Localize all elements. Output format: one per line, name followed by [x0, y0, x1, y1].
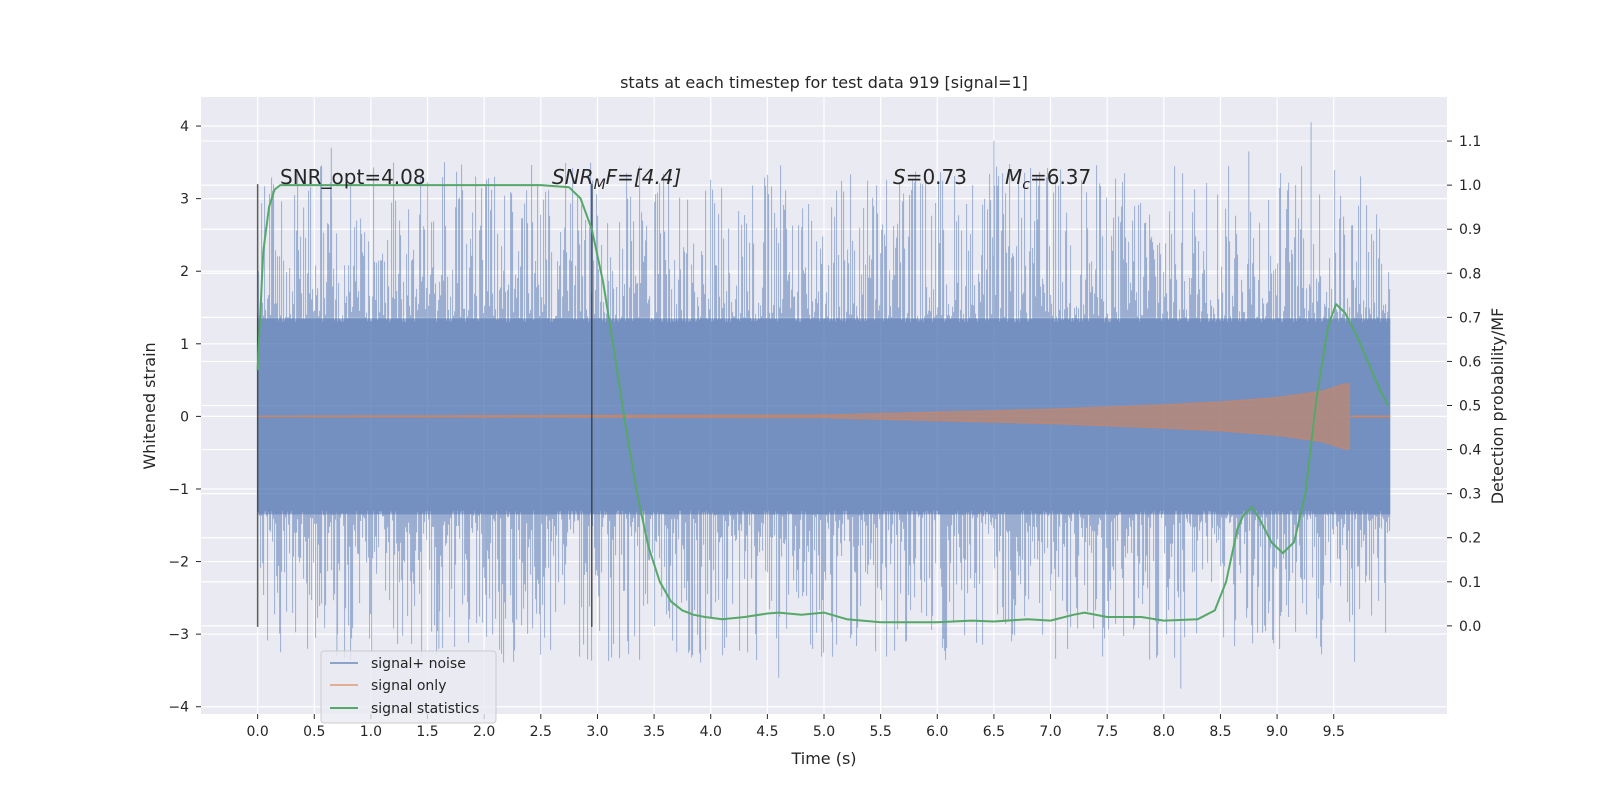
annotation-mc-sub: c — [1022, 177, 1030, 193]
x-tick-label: 3.5 — [643, 724, 665, 740]
annotation-mc-base: M — [1005, 165, 1022, 189]
legend-box — [320, 650, 497, 724]
x-tick-label: 8.0 — [1153, 724, 1175, 740]
y2-tick-label: 0.7 — [1459, 310, 1481, 326]
y-tick-label: −3 — [168, 627, 189, 643]
annotation-snr-mf: SNRMF=[4.4] — [552, 165, 681, 193]
x-tick-label: 9.0 — [1266, 724, 1288, 740]
legend-label-signal-statistics: signal statistics — [371, 701, 479, 717]
y2-tick-label: 0.3 — [1459, 487, 1481, 503]
y2-tick-label: 0.9 — [1459, 222, 1481, 238]
y2-tick-label: 0.6 — [1459, 354, 1481, 370]
x-tick-label: 6.0 — [926, 724, 948, 740]
x-tick-label: 3.0 — [586, 724, 608, 740]
x-tick-label: 1.5 — [416, 724, 438, 740]
annotation-s: S=0.73 — [893, 165, 967, 189]
x-tick-label: 5.0 — [813, 724, 835, 740]
annotation-mc-value: =6.37 — [1030, 165, 1091, 189]
y2-tick-label: 0.1 — [1459, 575, 1481, 591]
annotation-snr-mf-base: SNR — [552, 165, 594, 189]
x-tick-label: 6.5 — [983, 724, 1005, 740]
x-tick-label: 9.5 — [1323, 724, 1345, 740]
y-axis-label: Whitened strain — [140, 342, 159, 469]
x-tick-label: 0.0 — [247, 724, 269, 740]
x-axis-label: Time (s) — [790, 749, 856, 768]
x-tick-label: 7.5 — [1096, 724, 1118, 740]
x-tick-label: 0.5 — [303, 724, 325, 740]
series-signal-only — [257, 383, 1351, 450]
y-tick-label: 2 — [180, 264, 189, 280]
x-tick-label: 2.0 — [473, 724, 495, 740]
y-tick-label: −1 — [168, 482, 189, 498]
x-tick-label: 1.0 — [360, 724, 382, 740]
y2-tick-label: 1.0 — [1459, 178, 1481, 194]
y-tick-label: 0 — [180, 409, 189, 425]
legend-label-signal-only: signal only — [371, 678, 446, 694]
y2-axis-label: Detection probability/MF — [1488, 308, 1507, 505]
legend-label-signal-noise: signal+ noise — [371, 656, 466, 672]
y-tick-label: −2 — [168, 555, 189, 571]
annotation-snr-mf-sub: M — [594, 177, 606, 193]
annotation-mc: Mc=6.37 — [1005, 165, 1091, 193]
y-tick-label: 4 — [180, 119, 189, 135]
y2-tick-label: 0.0 — [1459, 619, 1481, 635]
y2-tick-label: 0.4 — [1459, 443, 1481, 459]
y2-tick-label: 0.8 — [1459, 266, 1481, 282]
x-tick-label: 4.0 — [700, 724, 722, 740]
x-tick-label: 5.5 — [870, 724, 892, 740]
y2-tick-label: 1.1 — [1459, 134, 1481, 150]
chart-title: stats at each timestep for test data 919… — [620, 73, 1028, 92]
legend: signal+ noise signal only signal statist… — [320, 650, 497, 724]
x-tick-label: 2.5 — [530, 724, 552, 740]
annotation-s-value: =0.73 — [906, 165, 967, 189]
y-tick-label: 3 — [180, 192, 189, 208]
annotation-snr-opt: SNR_opt=4.08 — [280, 165, 426, 189]
y-tick-label: −4 — [168, 700, 189, 716]
annotation-s-label: S — [893, 165, 906, 189]
annotation-snr-mf-rest: F=[4.4] — [606, 165, 682, 189]
y-tick-label: 1 — [180, 337, 189, 353]
series-signal-statistics — [256, 184, 1389, 624]
x-tick-label: 8.5 — [1209, 724, 1231, 740]
y2-tick-label: 0.2 — [1459, 531, 1481, 547]
x-tick-label: 7.0 — [1039, 724, 1061, 740]
x-tick-label: 4.5 — [756, 724, 778, 740]
y2-tick-label: 0.5 — [1459, 399, 1481, 415]
